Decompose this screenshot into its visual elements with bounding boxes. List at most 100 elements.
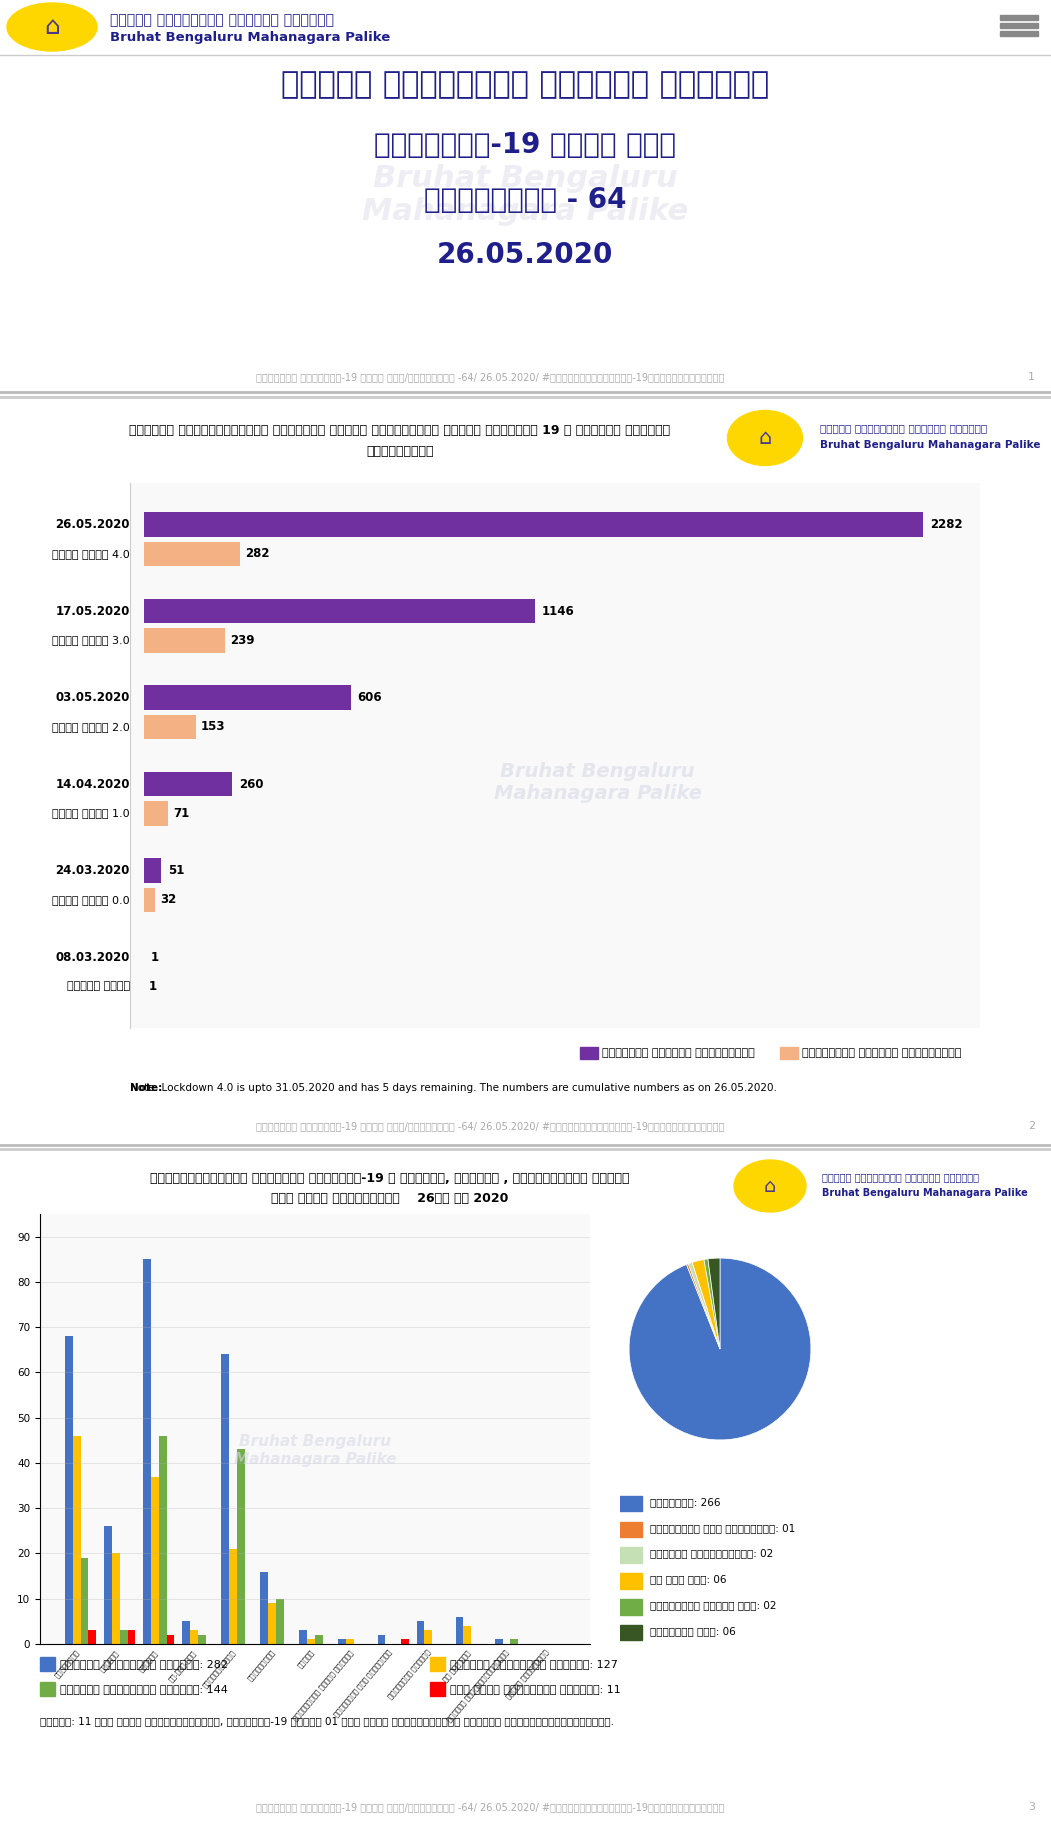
Text: ದಿವಿಂದಿ: 266: ದಿವಿಂದಿ: 266 [651,1496,721,1507]
Text: 24.03.2020: 24.03.2020 [56,863,130,878]
Text: ⌂: ⌂ [44,15,60,38]
Bar [620,1496,641,1511]
Text: ಪ್ರಕರಣಗಳು: ಪ್ರಕರಣಗಳು [366,444,434,457]
Bar [127,1630,136,1644]
Text: 3: 3 [1028,1802,1035,1813]
Bar [346,1639,354,1644]
Text: ದಿವಿಂದಿ ಕೇೂವಿಡ್-19 ವಾರ್ ರೂಂ/ಬುಲೆಟಿನ್ -64/ 26.05.2020/ #ದಿವಿಂದಿಕೇೂವಿಡ್-19ವಿರುದ್ಧಹ: ದಿವಿಂದಿ ಕೇೂವಿಡ್-19 ವಾರ್ ರೂಂ/ಬುಲೆಟಿನ್ -64… [255,1121,724,1130]
Text: 1: 1 [1028,371,1035,382]
Bar [144,858,161,883]
Text: ಕರ್ನಾಟಕ ಸೇಂಕಿತ ಪ್ರಕರಣಗಳು: ಕರ್ನಾಟಕ ಸೇಂಕಿತ ಪ್ರಕರಣಗಳು [602,1048,755,1057]
Wedge shape [630,1258,811,1439]
Bar [338,1639,346,1644]
Text: 153: 153 [201,721,226,733]
Bar [111,1553,120,1644]
Bar [88,1630,97,1644]
Bar [456,1617,463,1644]
Text: ಡಿ ಎಚ್ ಎಲ್: 06: ಡಿ ಎಚ್ ಎಲ್: 06 [651,1575,726,1584]
Text: லಾಕ್ ಡೈನ್ 4.0: லಾಕ್ ಡೈನ್ 4.0 [53,549,130,560]
Text: Bruhat Bengaluru Mahanagara Palike: Bruhat Bengaluru Mahanagara Palike [820,441,1040,450]
Text: ಸೇಂಕಿತ ಪ್ರಕರಣಗಳ ಸಂಖ್ಯೆ: 282: ಸೇಂಕಿತ ಪ್ರಕರಣಗಳ ಸಂಖ್ಯೆ: 282 [60,1659,228,1670]
Text: 2282: 2282 [930,518,963,530]
Text: ಬೃಹತ್ ಬೆಂಗಳೂರು ಮಹಾನಗರ ಪಾಲಿಕೆ: ಬೃಹತ್ ಬೆಂಗಳೂರು ಮಹಾನಗರ ಪಾಲಿಕೆ [820,422,987,433]
Bar [144,541,240,565]
Wedge shape [693,1260,720,1350]
Text: 71: 71 [173,807,189,819]
Bar [229,1549,236,1644]
Bar [463,1626,471,1644]
Bar [159,1436,166,1644]
Text: 282: 282 [245,547,269,560]
Text: ಮೇೂದಲ ಭಟನೆ: ಮೇೂದಲ ಭಟನೆ [67,982,130,991]
Bar [315,1635,323,1644]
Text: 32: 32 [160,894,176,907]
Text: ⌂: ⌂ [759,428,771,448]
Text: Note: Lockdown 4.0 is upto 31.05.2020 and has 5 days remaining. The numbers are : Note: Lockdown 4.0 is upto 31.05.2020 an… [130,1083,777,1094]
Text: 1: 1 [149,980,158,993]
Text: 1: 1 [151,951,159,964]
Text: லಾಕ್ ಡೈನ್ 2.0: லಾಕ್ ಡೈನ್ 2.0 [53,722,130,732]
Bar [104,1527,111,1644]
Bar [620,1599,641,1615]
Bar [261,1571,268,1644]
Bar [144,512,923,536]
Bar [144,598,535,624]
Bar [580,1046,598,1059]
Text: 2: 2 [1028,1121,1035,1130]
Text: ಬೆಂಗಳೂರು ಅಲ್ಲದ ಬಾಗ: 02: ಬೆಂಗಳೂರು ಅಲ್ಲದ ಬಾಗ: 02 [651,1600,777,1610]
Text: ಮಹತ್ವದ ದಿನಾಂಕಗಳಲ್ಲಿ ಕರ್ನಾಟಕ ಮತ್ತು ಬಿಬಿಎಂಪಿಯ ಬಟ್ಟು ಕೇೂವಿಡ್ 19 ರ ಸ್ಥಿತಿ ಸೇಂಕಿತ: ಮಹತ್ವದ ದಿನಾಂಕಗಳಲ್ಲಿ ಕರ್ನಾಟಕ ಮತ್ತು ಬಿಬಿಎಂ… [129,424,671,437]
Text: ಗುಣಮುಖ ಪ್ರಕರಣಗಳ ಸಂಖ್ಯೆ: 144: ಗುಣಮುಖ ಪ್ರಕರಣಗಳ ಸಂಖ್ಯೆ: 144 [60,1685,228,1694]
Text: 1146: 1146 [541,605,575,618]
Bar [236,1449,245,1644]
Text: 14.04.2020: 14.04.2020 [56,777,130,790]
Text: 03.05.2020: 03.05.2020 [56,691,130,704]
Ellipse shape [7,4,97,51]
Bar [300,1630,307,1644]
Text: லಾಕ್ ಡೈನ್ 1.0: லಾಕ್ ಡೈನ್ 1.0 [53,808,130,818]
Bar [1000,24,1038,27]
Bar [144,772,232,796]
Bar [65,1337,73,1644]
Text: 17.05.2020: 17.05.2020 [56,605,130,618]
Text: 51: 51 [168,863,184,878]
Ellipse shape [727,410,803,466]
Bar [40,1657,55,1672]
Bar [620,1573,641,1589]
Text: Note:: Note: [130,1083,166,1094]
Wedge shape [686,1264,720,1350]
Bar [151,1476,159,1644]
Ellipse shape [734,1160,806,1213]
Wedge shape [708,1258,720,1350]
Text: ಮೃತ ಪಟ್ಟ ಪ್ರಕರಣಗಳ ಸಂಖ್ಯೆ: 11: ಮೃತ ಪಟ್ಟ ಪ್ರಕರಣಗಳ ಸಂಖ್ಯೆ: 11 [450,1685,621,1694]
Text: 606: 606 [357,691,382,704]
Bar [144,686,351,710]
Bar [620,1522,641,1536]
Bar [416,1620,425,1644]
Text: ಬುಲೆಟಿನ್ - 64: ಬುಲೆಟಿನ್ - 64 [424,187,626,214]
Text: ಬೃಹತ್ ಬೆಂಗಳೂರು ಮಹಾನಗರ ಪಾಲಿಕೆ: ಬೃಹತ್ ಬೆಂಗಳೂರು ಮಹಾನಗರ ಪಾಲಿಕೆ [281,71,769,99]
Text: ಬೆಂಗಳೂರು ನಗರ ಹೊರದಿಕಕು: 01: ಬೆಂಗಳೂರು ನಗರ ಹೊರದಿಕಕು: 01 [651,1524,796,1533]
Bar [1000,15,1038,20]
Bar [40,1683,55,1695]
Text: ಕೇೂವಿಡ್-19 ವಾರ್ ರೂಂ: ಕೇೂವಿಡ್-19 ವಾರ್ ರೂಂ [374,132,676,159]
Bar [144,887,154,913]
Text: ಬೃಹತ್ ಬೆಂಗಳೂರು ಮಹಾನಗರ ಪಾಲಿಕೆ: ಬೃಹತ್ ಬೆಂಗಳೂರು ಮಹಾನಗರ ಪಾಲಿಕೆ [110,13,334,27]
Text: Bruhat Bengaluru
Mahanagara Palike: Bruhat Bengaluru Mahanagara Palike [494,763,701,803]
Bar [307,1639,315,1644]
Bar [377,1635,386,1644]
Bar [0,0,1051,55]
Bar [182,1620,190,1644]
Text: ಮೃತ ಪಟ್ಟ ಪ್ರಕರಣಗಳು    26ನೇ ಮೇ 2020: ಮೃತ ಪಟ್ಟ ಪ್ರಕರಣಗಳು 26ನೇ ಮೇ 2020 [271,1191,509,1205]
Text: ದಿವಿಂದಿ ಕೇೂವಿಡ್-19 ವಾರ್ ರೂಂ/ಬುಲೆಟಿನ್ -64/ 26.05.2020/ #ದಿವಿಂದಿಕೇೂವಿಡ್-19ವಿರುದ್ಧಹ: ದಿವಿಂದಿ ಕೇೂವಿಡ್-19 ವಾರ್ ರೂಂ/ಬುಲೆಟಿನ್ -64… [255,1802,724,1813]
Text: ಬೃಹತ್ ಬೆಂಗಳೂರು ಮಹಾನಗರ ಪಾಲಿಕೆ: ಬೃಹತ್ ಬೆಂಗಳೂರು ಮಹಾನಗರ ಪಾಲಿಕೆ [822,1172,978,1182]
Bar [430,1683,445,1695]
Bar [143,1258,151,1644]
Text: ದಿವಿಂದಿ ಕೇೂವಿಡ್-19 ವಾರ್ ರೂಂ/ಬುಲೆಟಿನ್ -64/ 26.05.2020/ #ದಿವಿಂದಿಕೇೂವಿಡ್-19ವಿರುದ್ಧಹ: ದಿವಿಂದಿ ಕೇೂವಿಡ್-19 ವಾರ್ ರೂಂ/ಬುಲೆಟಿನ್ -64… [255,371,724,382]
Bar [495,1639,502,1644]
Bar [430,1657,445,1672]
Bar [511,1639,518,1644]
Bar [222,1353,229,1644]
Wedge shape [704,1258,720,1350]
Bar [73,1436,81,1644]
Bar [620,1624,641,1641]
